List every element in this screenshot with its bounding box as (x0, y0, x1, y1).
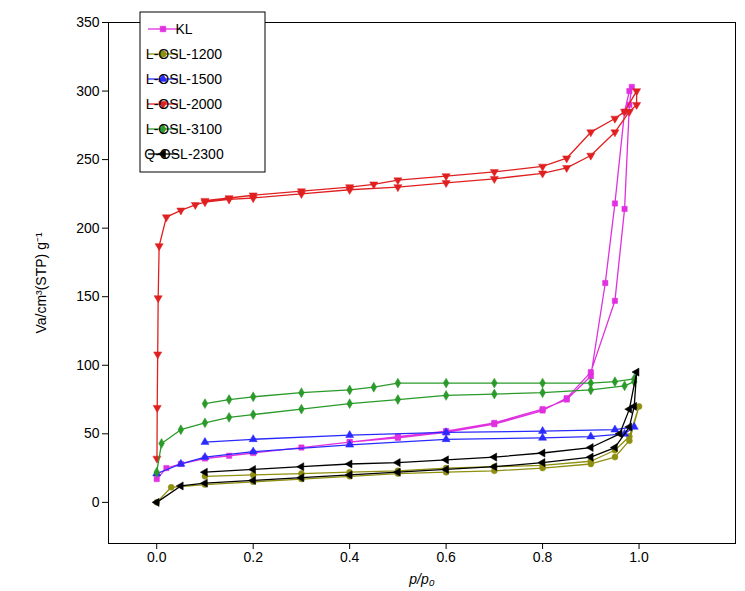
svg-text:p/p₀: p/p₀ (408, 571, 434, 587)
svg-text:0: 0 (92, 494, 100, 510)
svg-text:350: 350 (76, 14, 100, 30)
svg-text:150: 150 (76, 288, 100, 304)
svg-text:250: 250 (76, 151, 100, 167)
svg-text:1.0: 1.0 (629, 549, 649, 565)
svg-text:0.2: 0.2 (243, 549, 263, 565)
svg-text:0.0: 0.0 (147, 549, 167, 565)
svg-text:300: 300 (76, 83, 100, 99)
svg-text:L-OSL-1500: L-OSL-1500 (146, 71, 222, 87)
svg-text:200: 200 (76, 220, 100, 236)
svg-text:50: 50 (84, 425, 100, 441)
svg-text:0.6: 0.6 (436, 549, 456, 565)
svg-text:L-OSL-1200: L-OSL-1200 (146, 46, 222, 62)
svg-text:L-OSL-2000: L-OSL-2000 (146, 96, 222, 112)
svg-text:KL: KL (175, 21, 192, 37)
svg-text:0.8: 0.8 (533, 549, 553, 565)
svg-text:Va/cm³(STP) g⁻¹: Va/cm³(STP) g⁻¹ (33, 232, 49, 334)
svg-text:100: 100 (76, 357, 100, 373)
svg-text:L-OSL-3100: L-OSL-3100 (146, 121, 222, 137)
svg-text:Q-OSL-2300: Q-OSL-2300 (144, 146, 224, 162)
svg-text:0.4: 0.4 (340, 549, 360, 565)
